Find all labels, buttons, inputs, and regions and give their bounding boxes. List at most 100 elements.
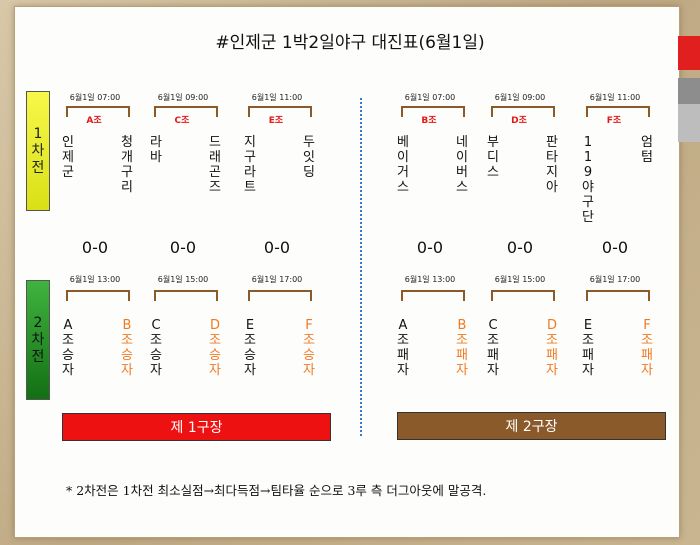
round1-team-left-char: 부: [487, 135, 499, 150]
footnote: * 2차전은 1차전 최소실점→최다득점→팀타율 순으로 3루 측 더그아웃에 …: [66, 483, 487, 498]
round2-team-left-char: 승: [150, 348, 162, 363]
round1-team-right-char: 타: [546, 150, 558, 165]
round1-team-right-char: 구: [121, 165, 133, 180]
round1-bracket: [154, 106, 218, 117]
page-title: #인제군 1박2일야구 대진표(6월1일): [215, 33, 485, 53]
round1-game-time: 6월1일 09:00: [157, 93, 209, 102]
round1-team-right-char: 즈: [209, 180, 221, 195]
round2-team-left-char: A조: [62, 318, 74, 348]
round2-team-right-char: B조: [121, 318, 133, 348]
round2-team-left-char: 자: [397, 363, 409, 378]
round1-score: 0-0: [169, 238, 197, 257]
round1-team-right-char: 버: [456, 165, 468, 180]
round1-badge: 1 차 전: [26, 91, 50, 211]
round1-team-right-char: 두: [303, 135, 315, 150]
round1-team-right-char: 드: [209, 135, 221, 150]
round2-team-right-char: 승: [303, 348, 315, 363]
round1-team-left-char: 단: [582, 210, 594, 225]
round1-team-right-char: 청: [121, 135, 133, 150]
round2-team-left-char: C조: [150, 318, 162, 348]
round2-team-right-char: 승: [121, 348, 133, 363]
round2-team-left: A조 패 자: [395, 318, 411, 378]
round2-bracket: [248, 290, 312, 301]
round1-team-right-char: 딩: [303, 165, 315, 180]
round1-bracket: [248, 106, 312, 117]
round1-team-left-char: 트: [244, 180, 256, 195]
round1-team-left-char: 인: [62, 135, 74, 150]
round1-team-left-char: 베: [397, 135, 409, 150]
round2-team-left-char: 자: [582, 363, 594, 378]
round2-team-left: C조 패 자: [485, 318, 501, 378]
round2-team-left-char: A조: [397, 318, 409, 348]
side-tab-silver[interactable]: [678, 104, 700, 142]
round1-team-left-char: 라: [150, 135, 162, 150]
round2-team-left-char: E조: [244, 318, 256, 348]
round1-game-time: 6월1일 11:00: [589, 93, 641, 102]
round1-game-time: 6월1일 07:00: [404, 93, 456, 102]
round2-team-right-char: F조: [303, 318, 315, 348]
field1-label: 제 1구장: [62, 413, 331, 441]
round1-team-left-char: 스: [487, 165, 499, 180]
round2-team-right: D조 승 자: [207, 318, 223, 378]
round2-game-time: 6월1일 13:00: [404, 275, 456, 284]
round1-team-left-char: 구: [244, 150, 256, 165]
round2-team-right-char: 승: [209, 348, 221, 363]
paper-sheet: [14, 6, 680, 538]
round2-team-right: F조 패 자: [639, 318, 655, 378]
round1-team-right-char: 개: [121, 150, 133, 165]
side-tab-red[interactable]: [678, 36, 700, 70]
round2-team-left-char: 패: [487, 348, 499, 363]
round1-group-label: D조: [511, 116, 527, 126]
round2-team-right-char: D조: [546, 318, 558, 348]
round1-team-left-char: 스: [397, 180, 409, 195]
round2-team-right-char: 자: [121, 363, 133, 378]
round1-team-left-char: 구: [582, 195, 594, 210]
round1-team-left-char: 라: [244, 165, 256, 180]
round2-team-left: E조 승 자: [242, 318, 258, 378]
round1-team-right-char: 네: [456, 135, 468, 150]
round2-team-right-char: 패: [641, 348, 653, 363]
round1-team-left-char: 지: [244, 135, 256, 150]
round1-team-right-char: 판: [546, 135, 558, 150]
round2-team-right-char: 자: [303, 363, 315, 378]
round1-group-label: C조: [174, 116, 190, 126]
round1-score: 0-0: [416, 238, 444, 257]
round1-team-right-char: 잇: [303, 150, 315, 165]
round2-bracket: [154, 290, 218, 301]
round2-team-right: D조 패 자: [544, 318, 560, 378]
round2-team-right: B조 패 자: [454, 318, 470, 378]
round2-team-right-char: 자: [641, 363, 653, 378]
round2-game-time: 6월1일 17:00: [589, 275, 641, 284]
round1-team-left-char: 거: [397, 165, 409, 180]
round2-game-time: 6월1일 13:00: [69, 275, 121, 284]
round2-team-right-char: D조: [209, 318, 221, 348]
round2-team-right-char: F조: [641, 318, 653, 348]
round2-game-time: 6월1일 15:00: [157, 275, 209, 284]
round2-badge: 2 차 전: [26, 280, 50, 400]
round2-team-left-char: 패: [582, 348, 594, 363]
round2-team-left-char: C조: [487, 318, 499, 348]
round1-bracket: [401, 106, 465, 117]
round1-team-left-char: 군: [62, 165, 74, 180]
round1-bracket: [586, 106, 650, 117]
round2-team-right-char: 패: [456, 348, 468, 363]
field2-label: 제 2구장: [397, 412, 666, 440]
side-tab-gray[interactable]: [678, 78, 700, 104]
round2-team-left-char: 자: [487, 363, 499, 378]
round1-team-right-char: 래: [209, 150, 221, 165]
field-divider: [360, 98, 362, 436]
round2-team-left-char: 자: [244, 363, 256, 378]
round2-team-left: C조 승 자: [148, 318, 164, 378]
round1-team-right-char: 이: [456, 150, 468, 165]
round2-team-left-char: 승: [244, 348, 256, 363]
round2-team-left-char: 자: [62, 363, 74, 378]
round1-score: 0-0: [601, 238, 629, 257]
